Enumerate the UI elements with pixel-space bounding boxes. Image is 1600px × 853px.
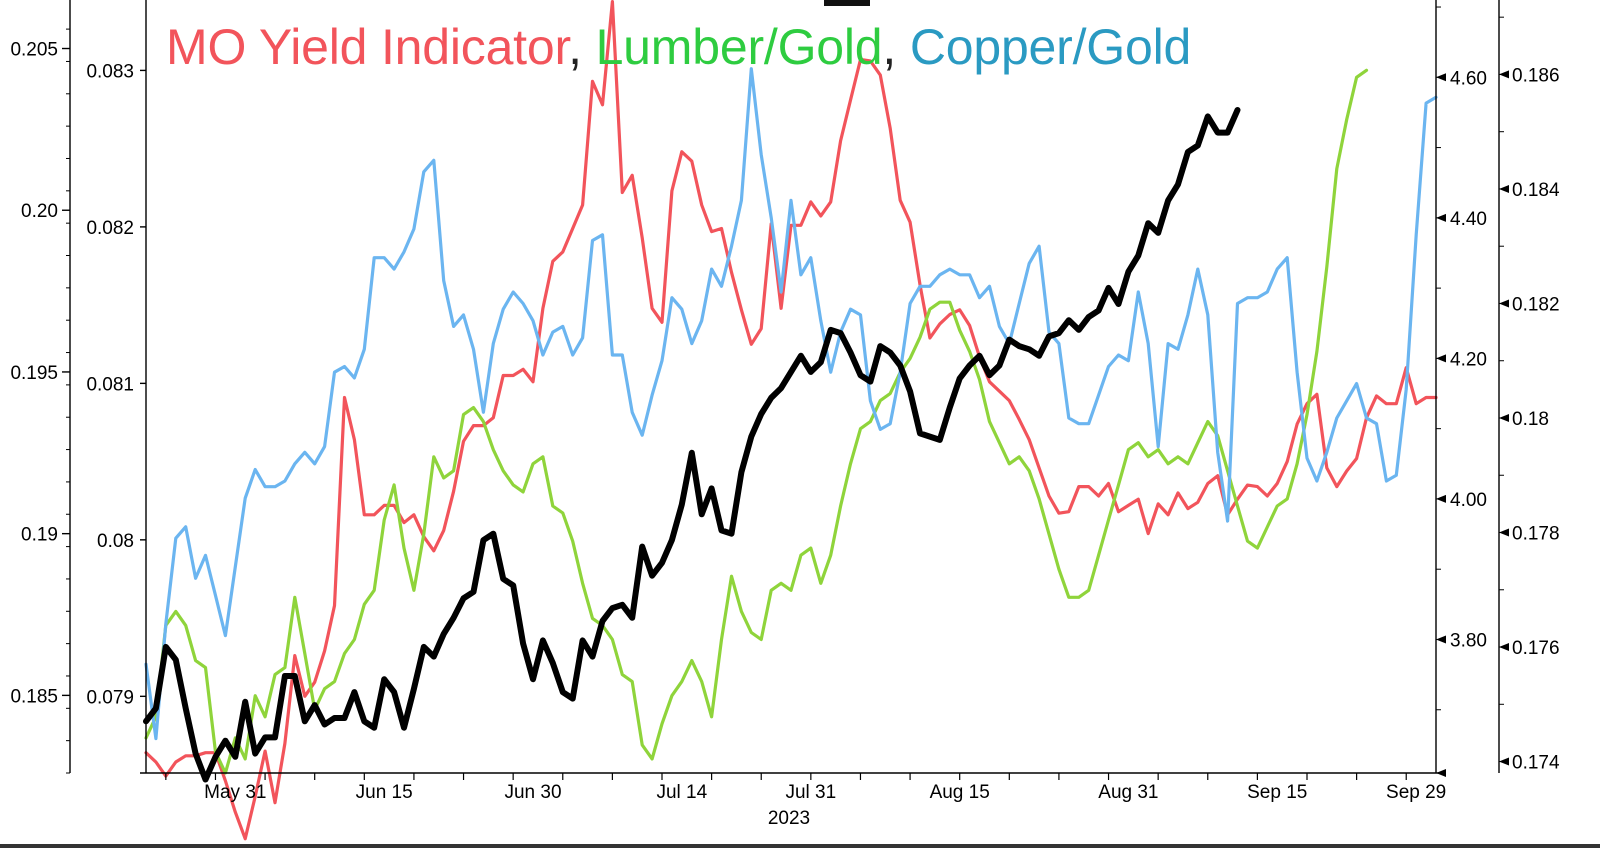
series-line-mo-yield-indicator bbox=[144, 0, 1438, 841]
series-line-black-series bbox=[143, 107, 1241, 783]
x-tick-label: Jun 15 bbox=[356, 782, 413, 803]
right-outer-tick-label: 0.182 bbox=[1512, 294, 1560, 315]
top-marker bbox=[824, 0, 870, 6]
left-inner-tick-label: 0.083 bbox=[86, 61, 134, 82]
right-outer-tick-label: 0.184 bbox=[1512, 180, 1560, 201]
left-inner-tick-label: 0.081 bbox=[86, 374, 134, 395]
left-outer-tick-label: 0.205 bbox=[10, 40, 58, 61]
right-outer-tick-label: 0.18 bbox=[1512, 409, 1549, 430]
right-outer-tick-label: 0.176 bbox=[1512, 638, 1560, 659]
legend-separator-1: , bbox=[568, 19, 582, 75]
right-inner-tick-label: 4.00 bbox=[1450, 490, 1487, 511]
legend-series-mo-yield: MO Yield Indicator bbox=[166, 19, 569, 75]
right-inner-tick-label: 4.40 bbox=[1450, 209, 1487, 230]
right-inner-tick-label: 4.60 bbox=[1450, 68, 1487, 89]
bottom-border bbox=[0, 844, 1600, 848]
chart-legend-title: MO Yield Indicator, Lumber/Gold, Copper/… bbox=[166, 18, 1191, 76]
right-outer-tick-label: 0.186 bbox=[1512, 65, 1560, 86]
right-inner-tick-label: 4.20 bbox=[1450, 349, 1487, 370]
legend-series-lumber-gold: Lumber/Gold bbox=[595, 19, 883, 75]
right-inner-bottom-arrow bbox=[1436, 769, 1446, 777]
x-tick-label: Jul 14 bbox=[656, 782, 707, 803]
x-tick-label: Aug 31 bbox=[1098, 782, 1158, 803]
x-tick-label: Jul 31 bbox=[785, 782, 836, 803]
x-tick-label: Sep 15 bbox=[1247, 782, 1307, 803]
left-outer-tick-label: 0.20 bbox=[21, 201, 58, 222]
left-inner-tick-label: 0.082 bbox=[86, 218, 134, 239]
right-outer-tick-label: 0.178 bbox=[1512, 524, 1560, 545]
left-outer-tick-label: 0.195 bbox=[10, 363, 58, 384]
series-line-lumber-gold bbox=[144, 68, 1369, 775]
x-tick-label: May 31 bbox=[204, 782, 266, 803]
x-tick-label: Sep 29 bbox=[1386, 782, 1446, 803]
left-inner-tick-label: 0.079 bbox=[86, 687, 134, 708]
x-year-label: 2023 bbox=[768, 808, 810, 829]
left-outer-tick-label: 0.185 bbox=[10, 686, 58, 707]
left-outer-tick-label: 0.19 bbox=[21, 525, 58, 546]
x-tick-label: Aug 15 bbox=[930, 782, 990, 803]
legend-series-copper-gold: Copper/Gold bbox=[909, 19, 1192, 75]
series-line-copper-gold bbox=[144, 67, 1438, 741]
right-outer-tick-label: 0.174 bbox=[1512, 753, 1560, 774]
right-inner-tick-label: 3.80 bbox=[1450, 630, 1487, 651]
left-inner-tick-label: 0.08 bbox=[97, 531, 134, 552]
legend-separator-2: , bbox=[882, 19, 897, 75]
x-tick-label: Jun 30 bbox=[504, 782, 561, 803]
